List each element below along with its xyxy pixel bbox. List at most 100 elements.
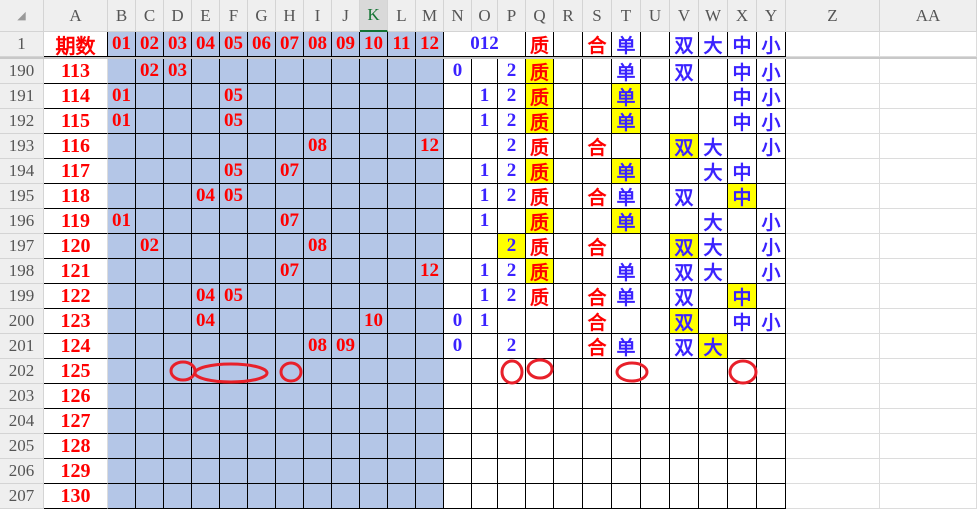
column-header-a[interactable]: A: [44, 0, 108, 32]
table-cell[interactable]: 2: [498, 234, 526, 259]
table-cell[interactable]: 1: [472, 259, 498, 284]
header-cell-z[interactable]: [786, 32, 880, 57]
table-cell[interactable]: [276, 434, 304, 459]
table-cell[interactable]: 04: [192, 284, 220, 309]
table-cell[interactable]: [728, 384, 757, 409]
table-cell[interactable]: [786, 409, 880, 434]
table-cell[interactable]: [880, 134, 977, 159]
table-cell[interactable]: [728, 484, 757, 509]
table-cell[interactable]: [444, 134, 472, 159]
table-cell[interactable]: 1: [472, 109, 498, 134]
table-cell[interactable]: [304, 359, 332, 384]
table-cell[interactable]: [416, 359, 444, 384]
table-cell[interactable]: [304, 184, 332, 209]
table-cell[interactable]: [612, 309, 641, 334]
table-cell[interactable]: [136, 259, 164, 284]
table-cell[interactable]: [416, 334, 444, 359]
table-cell[interactable]: [757, 159, 786, 184]
table-cell[interactable]: [416, 484, 444, 509]
table-cell[interactable]: [641, 59, 670, 84]
table-cell[interactable]: [192, 84, 220, 109]
table-cell[interactable]: [276, 84, 304, 109]
table-cell[interactable]: 质: [526, 259, 554, 284]
table-cell[interactable]: 小: [757, 134, 786, 159]
table-cell[interactable]: [880, 159, 977, 184]
table-cell[interactable]: [360, 59, 388, 84]
table-cell[interactable]: [360, 484, 388, 509]
period-cell[interactable]: 125: [44, 359, 108, 384]
table-cell[interactable]: [136, 434, 164, 459]
table-cell[interactable]: [786, 334, 880, 359]
table-cell[interactable]: [388, 284, 416, 309]
table-cell[interactable]: [276, 334, 304, 359]
table-cell[interactable]: [583, 459, 612, 484]
table-cell[interactable]: [388, 234, 416, 259]
period-cell[interactable]: 127: [44, 409, 108, 434]
table-cell[interactable]: [248, 134, 276, 159]
table-cell[interactable]: [757, 284, 786, 309]
table-cell[interactable]: [164, 159, 192, 184]
table-cell[interactable]: 2: [498, 84, 526, 109]
table-cell[interactable]: 大: [699, 159, 728, 184]
table-cell[interactable]: [416, 234, 444, 259]
row-header-1[interactable]: 1: [0, 32, 44, 57]
table-cell[interactable]: [583, 259, 612, 284]
table-cell[interactable]: [276, 409, 304, 434]
table-cell[interactable]: [220, 334, 248, 359]
column-header-v[interactable]: V: [670, 0, 699, 32]
table-cell[interactable]: [583, 59, 612, 84]
table-cell[interactable]: [444, 209, 472, 234]
table-cell[interactable]: [757, 334, 786, 359]
table-cell[interactable]: [498, 309, 526, 334]
table-cell[interactable]: [472, 434, 498, 459]
table-cell[interactable]: [757, 384, 786, 409]
table-cell[interactable]: [498, 434, 526, 459]
table-cell[interactable]: [583, 84, 612, 109]
table-cell[interactable]: [388, 259, 416, 284]
table-cell[interactable]: [360, 284, 388, 309]
table-cell[interactable]: [472, 359, 498, 384]
table-cell[interactable]: [554, 84, 583, 109]
table-cell[interactable]: [332, 159, 360, 184]
table-cell[interactable]: [554, 434, 583, 459]
table-cell[interactable]: 双: [670, 59, 699, 84]
table-cell[interactable]: [136, 409, 164, 434]
table-cell[interactable]: [554, 109, 583, 134]
table-cell[interactable]: 小: [757, 234, 786, 259]
column-header-f[interactable]: F: [220, 0, 248, 32]
table-cell[interactable]: [498, 459, 526, 484]
table-cell[interactable]: [136, 309, 164, 334]
table-cell[interactable]: [554, 134, 583, 159]
table-cell[interactable]: [332, 284, 360, 309]
table-cell[interactable]: [641, 209, 670, 234]
table-cell[interactable]: [136, 184, 164, 209]
table-cell[interactable]: [728, 334, 757, 359]
table-cell[interactable]: [444, 259, 472, 284]
table-cell[interactable]: [472, 59, 498, 84]
table-cell[interactable]: [786, 459, 880, 484]
table-cell[interactable]: 05: [220, 109, 248, 134]
table-cell[interactable]: [786, 484, 880, 509]
table-cell[interactable]: [786, 84, 880, 109]
table-cell[interactable]: 合: [583, 309, 612, 334]
table-cell[interactable]: [248, 434, 276, 459]
column-header-i[interactable]: I: [304, 0, 332, 32]
table-cell[interactable]: [472, 234, 498, 259]
period-cell[interactable]: 121: [44, 259, 108, 284]
table-cell[interactable]: [416, 59, 444, 84]
table-cell[interactable]: [276, 134, 304, 159]
table-cell[interactable]: [136, 134, 164, 159]
table-cell[interactable]: [444, 384, 472, 409]
table-cell[interactable]: [786, 109, 880, 134]
table-cell[interactable]: 07: [276, 159, 304, 184]
table-cell[interactable]: [786, 284, 880, 309]
table-cell[interactable]: [360, 184, 388, 209]
row-header-193[interactable]: 193: [0, 134, 44, 159]
table-cell[interactable]: [304, 434, 332, 459]
table-cell[interactable]: [583, 209, 612, 234]
table-cell[interactable]: [304, 84, 332, 109]
table-cell[interactable]: [108, 259, 136, 284]
table-cell[interactable]: [728, 459, 757, 484]
table-cell[interactable]: 08: [304, 334, 332, 359]
table-cell[interactable]: [583, 484, 612, 509]
